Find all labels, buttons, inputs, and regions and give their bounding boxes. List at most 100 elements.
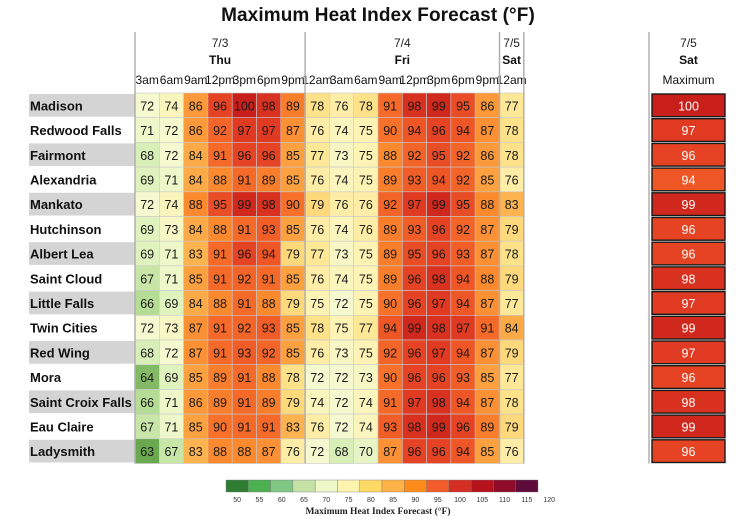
heat-cell xyxy=(499,117,525,143)
time-header: 12am xyxy=(497,73,527,87)
heat-value: 78 xyxy=(505,149,519,163)
heat-value: 79 xyxy=(505,223,519,237)
heat-value: 87 xyxy=(480,396,494,410)
heat-value: 69 xyxy=(140,248,154,262)
row-label: Mankato xyxy=(30,197,83,212)
heat-value: 97 xyxy=(407,198,421,212)
heat-cell xyxy=(183,413,209,440)
colorbar-tick: 60 xyxy=(278,497,286,504)
heat-cell xyxy=(256,142,282,168)
heat-cell xyxy=(280,142,306,168)
heat-cell xyxy=(377,216,403,242)
heat-value: 79 xyxy=(286,248,300,262)
heat-value: 88 xyxy=(262,297,276,311)
heat-value: 98 xyxy=(432,322,446,336)
max-cell xyxy=(651,266,726,291)
heat-value: 89 xyxy=(213,371,227,385)
heat-value: 93 xyxy=(407,223,421,237)
row-label-bg xyxy=(29,217,135,241)
heat-value: 72 xyxy=(335,396,349,410)
heat-value: 84 xyxy=(189,173,203,187)
heat-value: 96 xyxy=(407,445,421,459)
heat-value: 68 xyxy=(335,445,349,459)
heat-value: 87 xyxy=(189,346,203,360)
heat-value: 94 xyxy=(456,272,470,286)
heat-value: 72 xyxy=(164,149,178,163)
heat-value: 78 xyxy=(505,396,519,410)
heat-value: 91 xyxy=(213,346,227,360)
row-label-bg xyxy=(29,390,135,414)
heat-value: 92 xyxy=(456,173,470,187)
heat-value: 77 xyxy=(310,248,324,262)
heat-value: 71 xyxy=(164,396,178,410)
heat-value: 99 xyxy=(432,420,446,434)
heat-value: 76 xyxy=(359,198,373,212)
heat-value: 86 xyxy=(480,149,494,163)
time-header: 12pm xyxy=(205,73,235,87)
heat-cell xyxy=(450,216,476,242)
heat-value: 88 xyxy=(237,445,251,459)
heat-value: 88 xyxy=(213,223,227,237)
heat-value: 78 xyxy=(505,124,519,138)
heat-value: 91 xyxy=(262,420,276,434)
heat-value: 77 xyxy=(310,149,324,163)
heat-value: 84 xyxy=(189,297,203,311)
max-value: 99 xyxy=(682,420,696,434)
heat-value: 89 xyxy=(262,396,276,410)
heat-cell xyxy=(280,191,306,217)
colorbar-segment xyxy=(515,479,539,493)
heat-cell xyxy=(329,314,354,341)
heat-cell xyxy=(450,438,476,464)
row-label: Saint Croix Falls xyxy=(30,395,132,410)
heat-value: 92 xyxy=(213,124,227,138)
heat-value: 89 xyxy=(213,396,227,410)
heat-cell xyxy=(426,290,452,316)
heat-cell xyxy=(474,339,500,366)
heat-cell xyxy=(134,191,160,217)
colorbar-tick: 100 xyxy=(454,497,466,504)
heat-value: 70 xyxy=(359,445,373,459)
max-value: 96 xyxy=(682,149,696,163)
heat-cell xyxy=(207,166,233,193)
heat-cell xyxy=(280,314,306,341)
heat-value: 85 xyxy=(480,371,494,385)
heat-cell xyxy=(499,413,525,440)
heat-value: 86 xyxy=(189,124,203,138)
heat-cell xyxy=(377,117,403,143)
max-cell xyxy=(651,340,726,365)
row-label-bg xyxy=(29,168,135,191)
heat-cell xyxy=(183,92,209,119)
heat-value: 72 xyxy=(335,297,349,311)
max-cell xyxy=(651,117,726,143)
heat-value: 93 xyxy=(237,346,251,360)
row-label-bg xyxy=(29,94,135,117)
colorbar-tick: 55 xyxy=(256,497,264,504)
heat-value: 73 xyxy=(335,346,349,360)
heat-cell xyxy=(207,438,233,464)
heat-value: 72 xyxy=(164,124,178,138)
heat-cell xyxy=(426,339,452,366)
heat-value: 69 xyxy=(140,173,154,187)
heat-cell xyxy=(474,438,500,464)
heat-value: 76 xyxy=(359,223,373,237)
heat-value: 75 xyxy=(359,346,373,360)
heat-cell xyxy=(207,413,233,440)
heat-cell xyxy=(474,314,500,341)
heat-value: 72 xyxy=(310,445,324,459)
colorbar-segment xyxy=(314,479,338,493)
colorbar-segment xyxy=(359,479,383,493)
heat-value: 97 xyxy=(432,297,446,311)
heat-cell xyxy=(474,166,500,193)
heat-cell xyxy=(353,364,379,390)
heat-value: 79 xyxy=(310,198,324,212)
colorbar-segment xyxy=(404,479,427,493)
heat-value: 91 xyxy=(237,297,251,311)
heat-value: 91 xyxy=(237,396,251,410)
heat-value: 84 xyxy=(189,223,203,237)
heat-value: 77 xyxy=(505,297,519,311)
heat-value: 96 xyxy=(213,99,227,113)
heat-value: 96 xyxy=(407,371,421,385)
heat-value: 96 xyxy=(432,124,446,138)
heat-cell xyxy=(207,389,233,415)
heat-value: 67 xyxy=(140,420,154,434)
